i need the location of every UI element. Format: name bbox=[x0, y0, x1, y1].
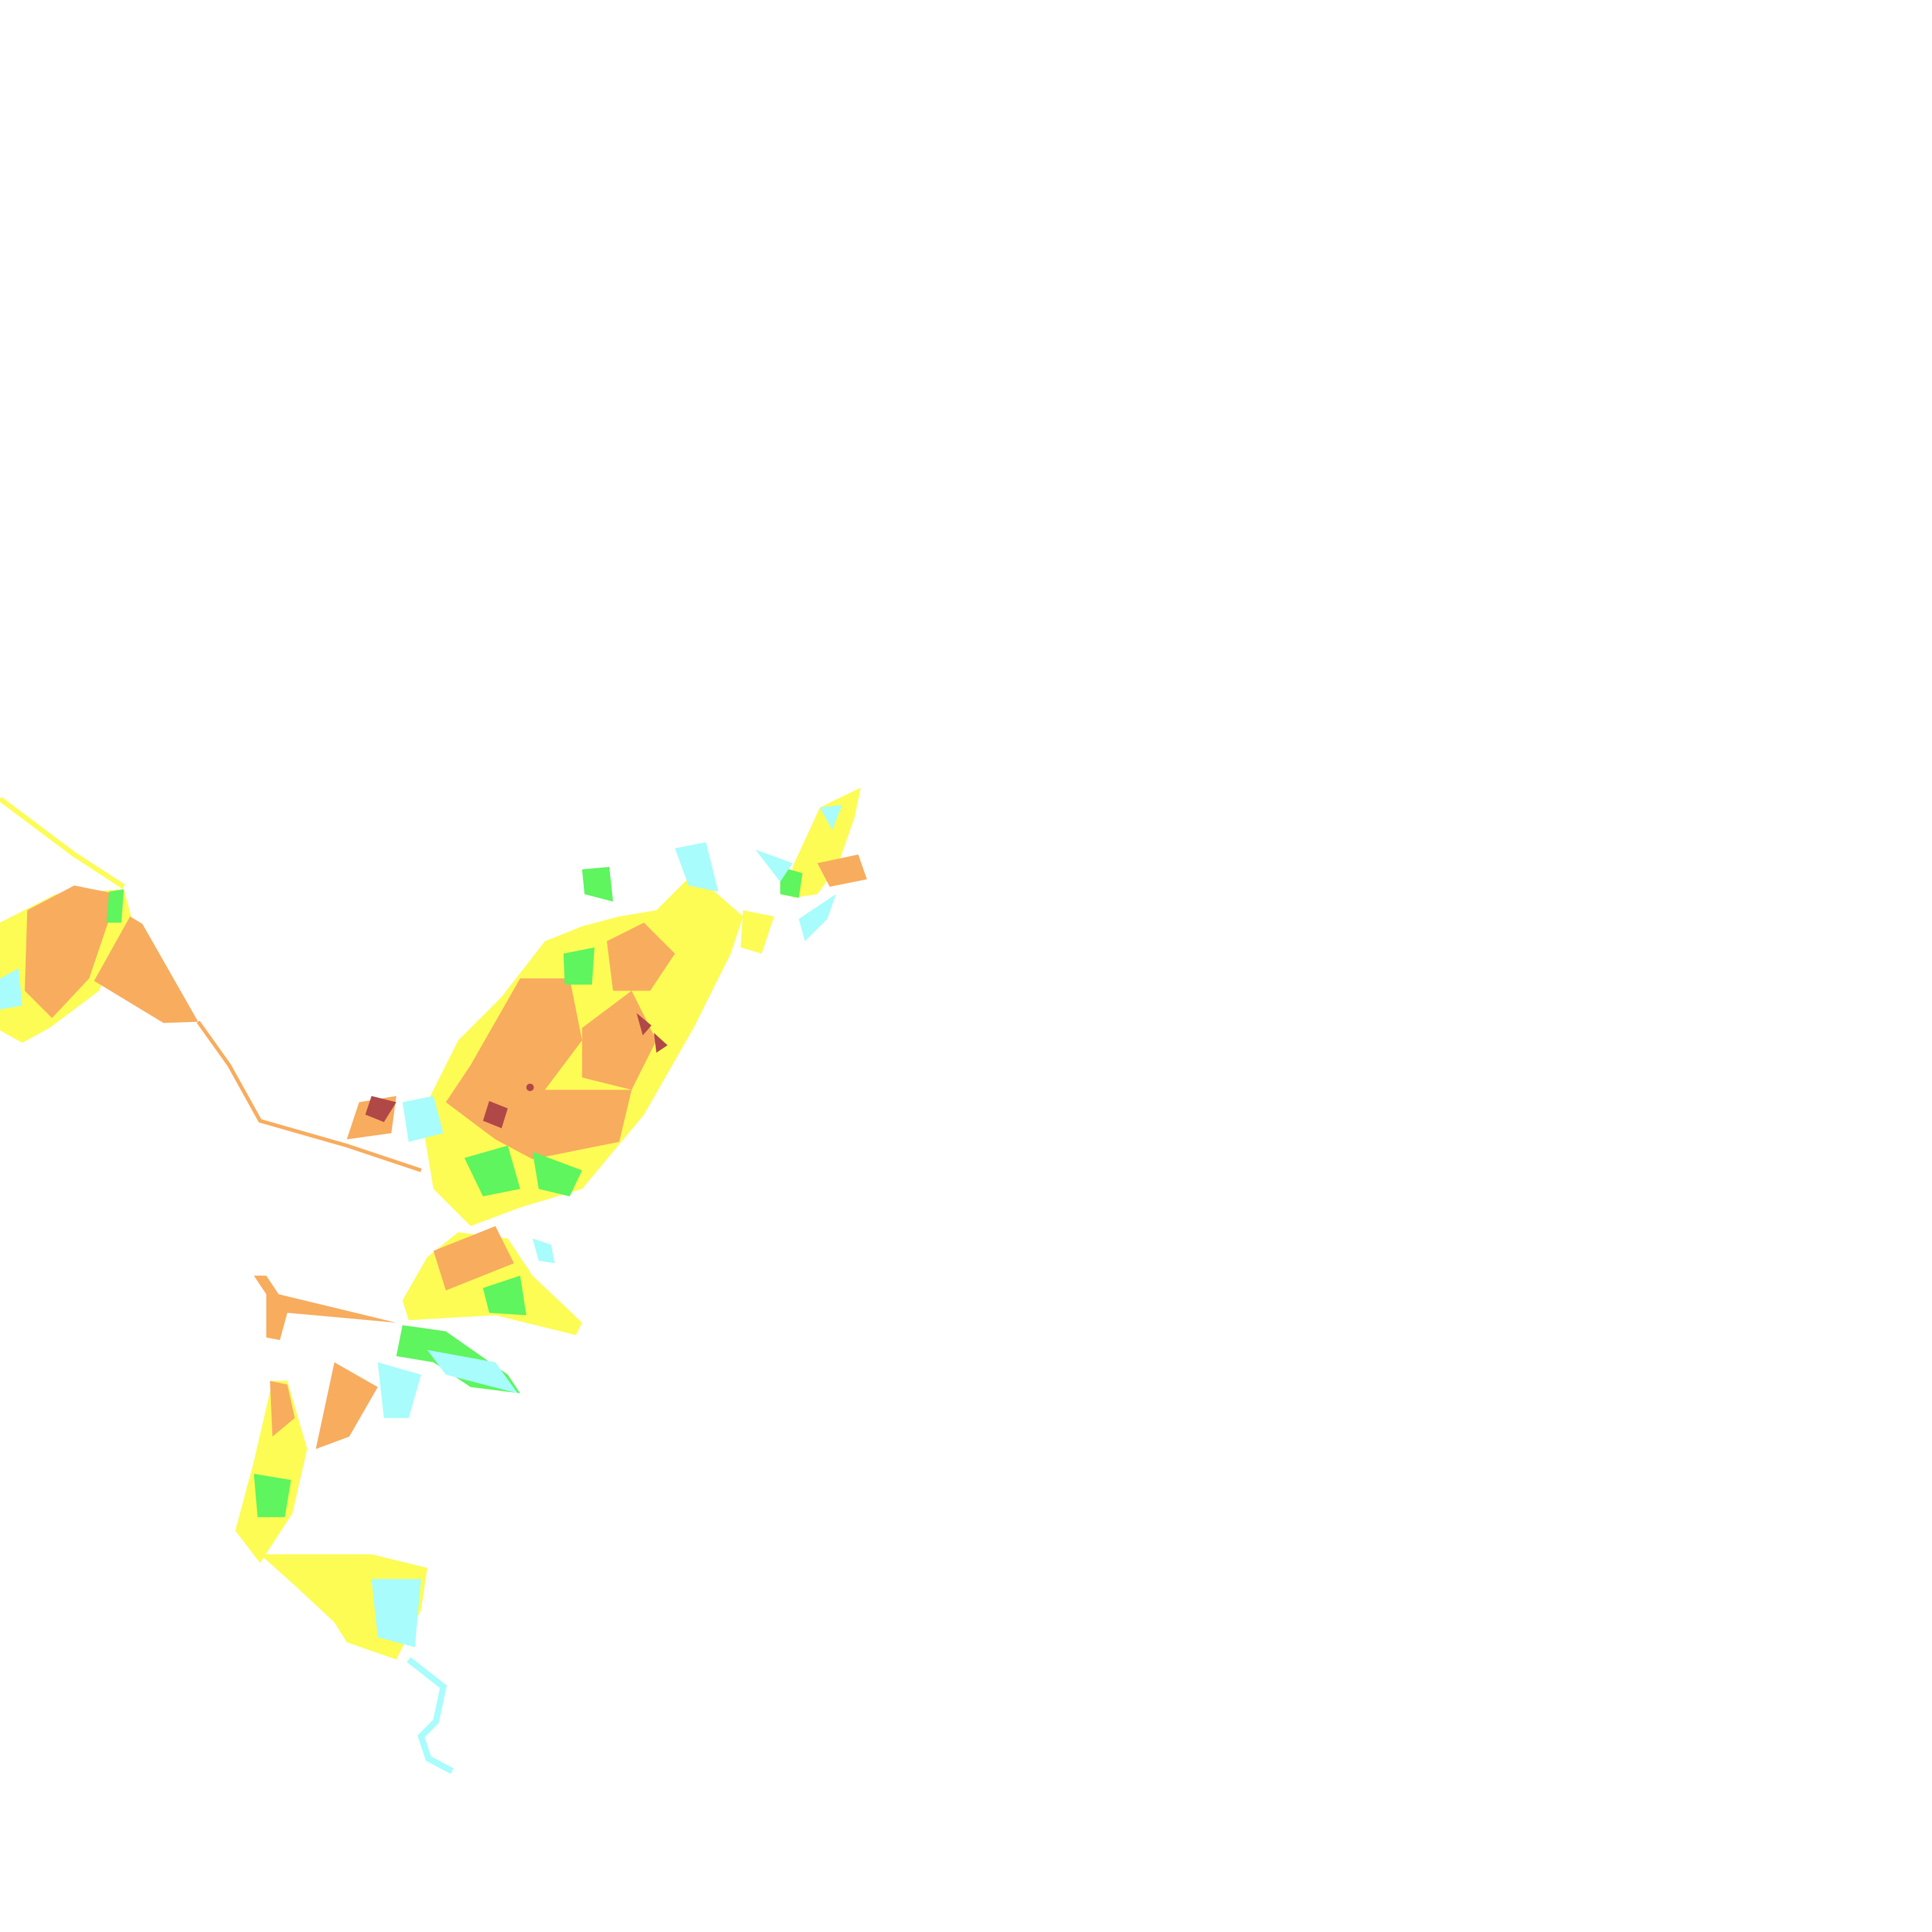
settlement-5 bbox=[526, 1083, 534, 1091]
water-bottom bbox=[371, 1579, 422, 1648]
field-south-central bbox=[433, 1226, 514, 1291]
field-northeast bbox=[817, 854, 868, 887]
green-block-3 bbox=[563, 947, 595, 985]
water-tail bbox=[407, 1657, 454, 1774]
water-northeast-1 bbox=[674, 842, 719, 892]
region-southwest bbox=[235, 1380, 308, 1563]
water-west bbox=[0, 968, 23, 1010]
layer-darkred bbox=[365, 1013, 668, 1129]
green-south-2 bbox=[483, 1276, 526, 1315]
water-northeast-2 bbox=[755, 850, 793, 882]
green-northeast bbox=[582, 867, 613, 902]
water-east bbox=[532, 1238, 555, 1263]
region-northeast-strip bbox=[740, 910, 774, 954]
water-south-east bbox=[427, 1350, 518, 1393]
field-lower bbox=[315, 1362, 378, 1449]
green-block-1 bbox=[464, 1146, 521, 1196]
channel-northwest bbox=[0, 797, 125, 889]
layer-water bbox=[0, 804, 842, 1774]
green-northeast-2 bbox=[780, 867, 803, 898]
river-west bbox=[196, 1020, 422, 1173]
settlement-2 bbox=[483, 1101, 508, 1129]
field-west bbox=[24, 885, 118, 1018]
field-lower-west bbox=[270, 1380, 295, 1437]
green-block-2 bbox=[532, 1151, 582, 1196]
water-northeast-4 bbox=[799, 894, 836, 942]
green-west bbox=[106, 889, 124, 923]
field-west-triangle bbox=[94, 916, 198, 1023]
settlement-4 bbox=[654, 1032, 668, 1053]
field-strip bbox=[254, 1276, 396, 1341]
water-center bbox=[402, 1096, 443, 1142]
green-lower-west bbox=[254, 1473, 292, 1518]
settlement-1 bbox=[365, 1096, 396, 1122]
water-south bbox=[377, 1362, 422, 1418]
settlement-3 bbox=[636, 1013, 652, 1036]
water-northeast-3 bbox=[819, 804, 842, 830]
region-northeast bbox=[792, 787, 861, 898]
field-central-north bbox=[606, 922, 675, 991]
